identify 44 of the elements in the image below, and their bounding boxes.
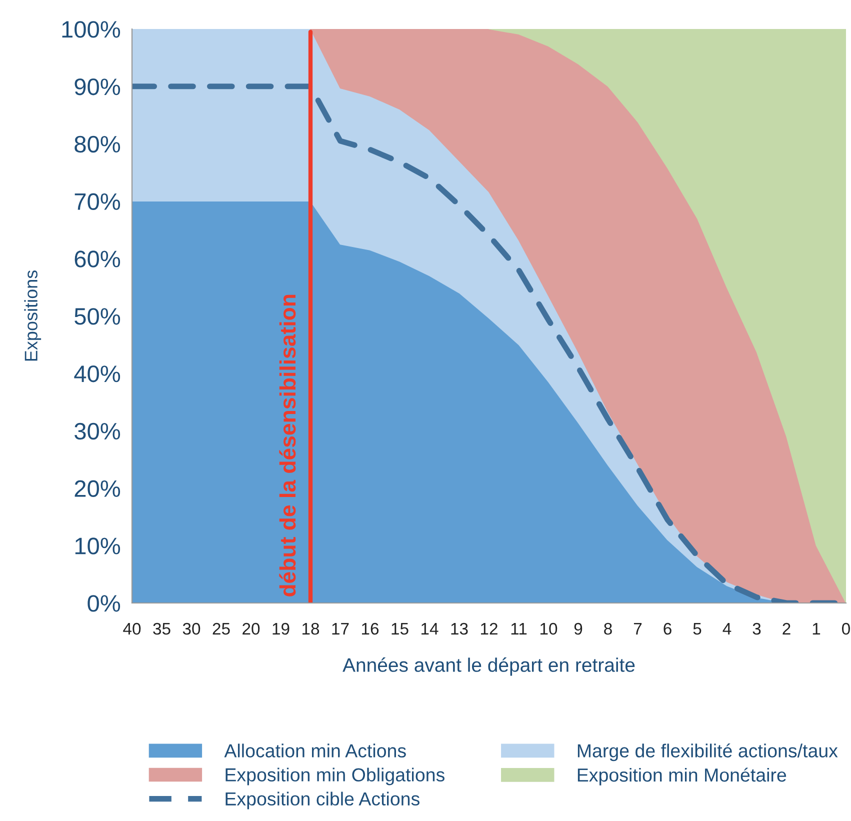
x-tick-label: 4 bbox=[722, 623, 732, 635]
x-tick-label: 5 bbox=[693, 623, 702, 635]
y-tick-label: 60% bbox=[74, 250, 120, 268]
legend-label: Allocation min Actions bbox=[224, 744, 406, 758]
x-tick-label: 14 bbox=[422, 623, 438, 635]
x-tick-label: 15 bbox=[392, 623, 408, 635]
x-tick-label: 13 bbox=[451, 622, 468, 635]
y-axis-title: Expositions bbox=[24, 270, 42, 361]
x-tick-label: 19 bbox=[272, 622, 290, 635]
y-tick-label: 50% bbox=[74, 308, 120, 325]
y-tick-label: 70% bbox=[74, 193, 120, 210]
x-tick-label: 20 bbox=[242, 622, 260, 635]
x-tick-label: 1 bbox=[812, 623, 820, 635]
ref-line-label: début de la désensibilisation bbox=[279, 294, 296, 596]
x-axis-title: Années avant le départ en retraite bbox=[342, 657, 635, 676]
legend-label: Exposition cible Actions bbox=[226, 792, 420, 810]
x-tick-label: 18 bbox=[302, 622, 320, 635]
legend-label: Marge de flexibilité actions/taux bbox=[578, 743, 838, 762]
x-tick-label: 30 bbox=[182, 622, 200, 635]
x-tick-label: 3 bbox=[752, 622, 761, 635]
x-tick-label: 8 bbox=[604, 622, 612, 635]
x-tick-label: 16 bbox=[362, 622, 379, 635]
y-tick-label: 30% bbox=[74, 422, 120, 440]
x-tick-label: 9 bbox=[574, 622, 582, 635]
x-tick-label: 6 bbox=[664, 622, 672, 635]
y-tick-label: 10% bbox=[75, 538, 120, 554]
x-tick-label: 40 bbox=[123, 622, 141, 635]
y-tick-label: 20% bbox=[74, 480, 120, 497]
x-tick-label: 10 bbox=[540, 622, 558, 635]
x-tick-label: 12 bbox=[481, 622, 498, 635]
y-tick-label: 40% bbox=[74, 365, 120, 382]
x-tick-label: 25 bbox=[212, 622, 230, 635]
x-tick-label: 0 bbox=[842, 622, 850, 635]
y-tick-label: 100% bbox=[62, 21, 120, 38]
x-tick-label: 35 bbox=[153, 622, 170, 635]
y-tick-label: 90% bbox=[74, 78, 120, 96]
y-tick-label: 80% bbox=[74, 136, 120, 153]
x-tick-label: 7 bbox=[634, 623, 642, 635]
x-tick-label: 17 bbox=[332, 623, 349, 635]
x-tick-label: 2 bbox=[782, 622, 790, 635]
x-tick-label: 11 bbox=[511, 623, 527, 635]
y-tick-label: 0% bbox=[88, 595, 120, 612]
legend-label: Exposition min Monétaire bbox=[578, 768, 786, 786]
legend-label: Exposition min Obligations bbox=[226, 768, 444, 786]
